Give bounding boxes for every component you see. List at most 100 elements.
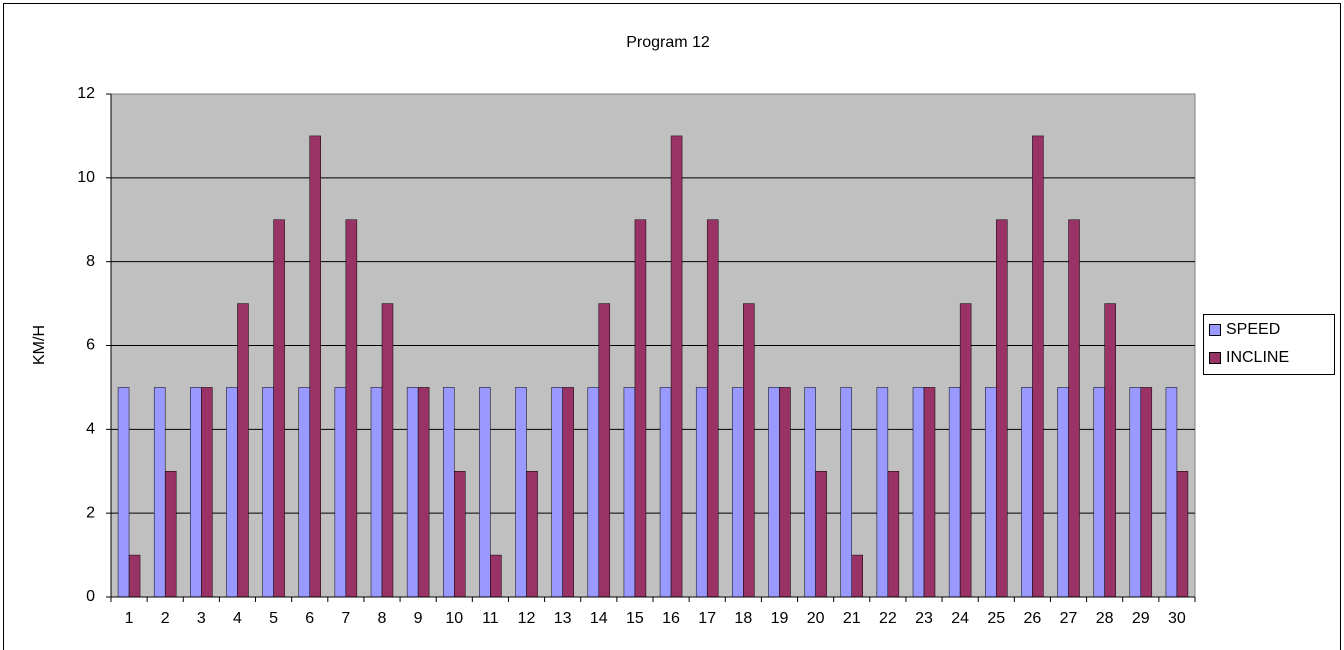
legend-label: INCLINE [1226,349,1289,366]
bar [201,387,213,598]
bar [985,387,997,598]
bar [334,387,347,598]
x-tick-label: 3 [197,610,206,627]
bar [1093,387,1105,598]
bar [273,219,285,598]
x-tick-label: 10 [445,610,463,627]
bar [923,387,936,598]
bar [309,135,321,598]
x-tick-label: 22 [879,610,897,627]
bar [851,554,863,598]
legend [1203,314,1335,375]
x-tick-label: 19 [771,610,789,627]
legend-label: SPEED [1226,321,1280,338]
bar [454,471,466,598]
bar [1104,303,1116,598]
x-tick-label: 14 [590,610,608,627]
bar [526,471,538,598]
bar [117,387,130,598]
x-tick-label: 26 [1024,610,1042,627]
x-tick-label: 8 [378,610,387,627]
x-tick-label: 17 [698,610,716,627]
bar [623,387,636,598]
bar [262,387,274,598]
x-tick-label: 21 [843,610,861,627]
x-tick-label: 16 [662,610,680,627]
bar [551,387,563,598]
bar [1140,387,1153,598]
legend-swatch [1209,352,1221,364]
x-tick-label: 23 [915,610,933,627]
x-tick-label: 7 [341,610,350,627]
bar [1165,387,1178,598]
bar [876,387,889,598]
y-axis-label: KM/H [31,325,48,365]
x-tick-label: 28 [1096,610,1114,627]
bar [732,387,744,598]
x-tick-label: 24 [951,610,969,627]
bar [1176,471,1189,598]
bar [153,387,166,598]
y-tick-label: 10 [77,169,95,186]
bar [779,387,791,598]
bar [226,387,238,598]
bar [417,387,430,598]
bar [840,387,852,598]
bar [804,387,816,598]
x-tick-label: 5 [269,610,278,627]
bar [1129,387,1142,598]
bar [237,303,249,598]
bar [634,219,647,598]
bar [515,387,527,598]
bar [959,303,972,598]
bar [887,471,900,598]
x-tick-label: 27 [1060,610,1078,627]
bar [670,135,683,598]
bar [128,554,141,598]
bar [406,387,419,598]
x-tick-label: 29 [1132,610,1150,627]
chart-title: Program 12 [626,34,710,51]
x-tick-label: 9 [414,610,423,627]
bar [345,219,358,598]
bar [190,387,202,598]
y-tick-label: 12 [77,85,95,102]
x-tick-label: 13 [554,610,572,627]
x-tick-label: 30 [1168,610,1186,627]
x-tick-label: 1 [125,610,134,627]
bar [443,387,455,598]
y-tick-label: 2 [86,504,95,521]
x-tick-label: 4 [233,610,242,627]
legend-swatch [1209,324,1221,336]
bar [1057,387,1069,598]
bar [1068,219,1080,598]
y-tick-label: 0 [86,588,95,605]
x-tick-label: 11 [482,610,499,627]
bar [298,387,310,598]
bar [659,387,672,598]
bar [695,387,708,598]
bar [587,387,600,598]
y-tick-label: 4 [86,421,95,438]
bar [164,471,177,598]
bar [743,303,755,598]
x-tick-label: 6 [305,610,314,627]
y-tick-label: 8 [86,253,95,270]
bar [1032,135,1044,598]
x-tick-label: 18 [734,610,752,627]
bar [598,303,611,598]
bar [479,387,491,598]
bar [948,387,961,598]
x-tick-label: 15 [626,610,644,627]
bar [912,387,925,598]
y-tick-label: 6 [86,337,95,354]
x-tick-label: 25 [987,610,1005,627]
bar [490,554,502,598]
bar [1021,387,1033,598]
x-tick-label: 2 [161,610,170,627]
bar [768,387,780,598]
x-tick-label: 12 [518,610,536,627]
x-tick-label: 20 [807,610,825,627]
